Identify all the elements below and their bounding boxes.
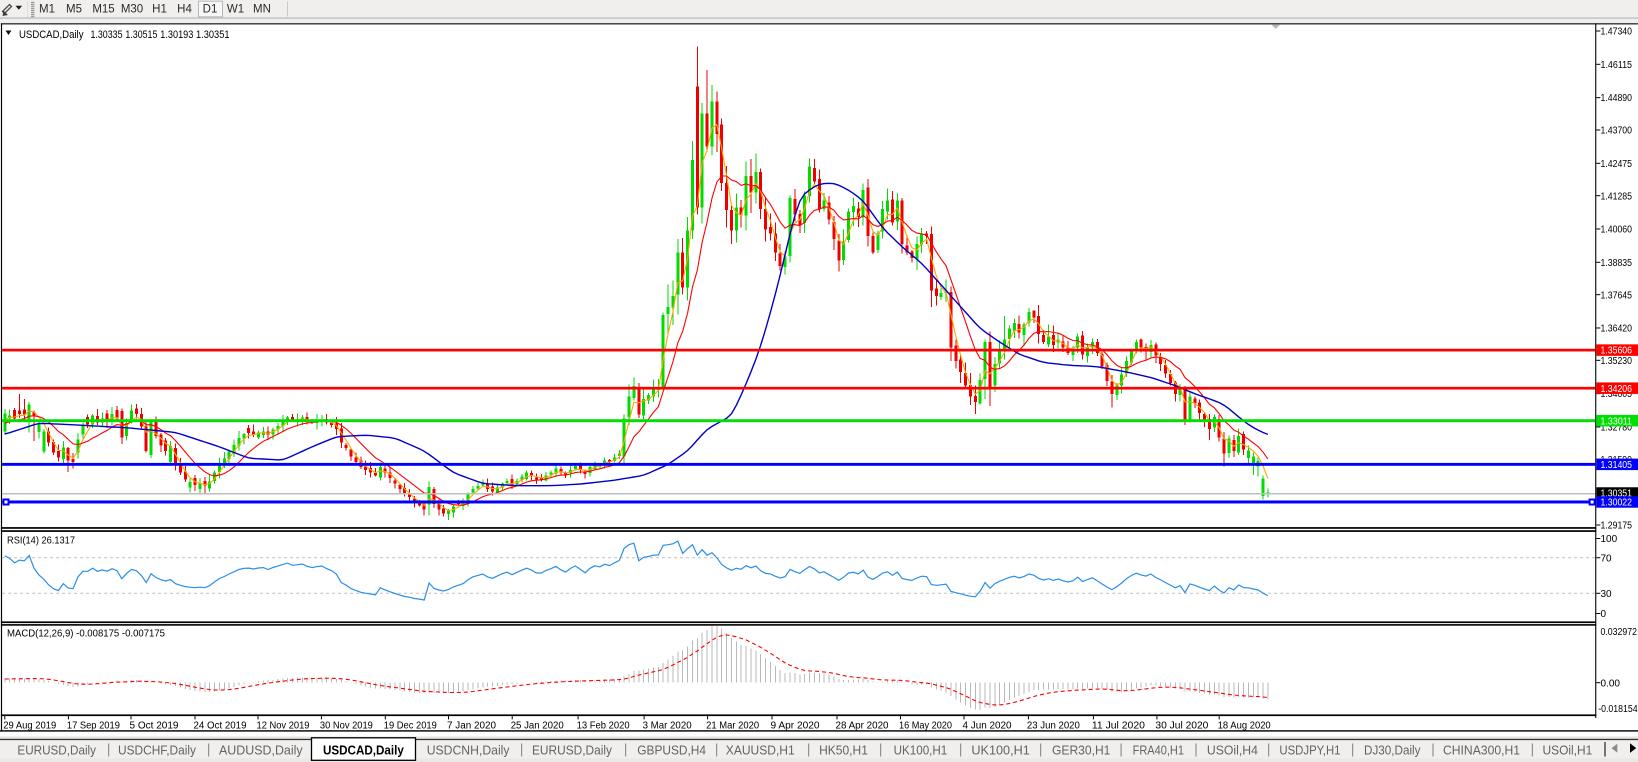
svg-text:1.42475: 1.42475: [1601, 159, 1633, 170]
svg-text:100: 100: [1601, 534, 1618, 545]
svg-text:1.30335: 1.30335: [91, 29, 123, 41]
svg-text:UK100,H1: UK100,H1: [894, 743, 948, 757]
svg-text:12 Nov 2019: 12 Nov 2019: [257, 720, 310, 731]
svg-text:21 Mar 2020: 21 Mar 2020: [706, 720, 759, 731]
svg-text:MACD(12,26,9) -0.008175 -0.007: MACD(12,26,9) -0.008175 -0.007175: [7, 628, 165, 640]
svg-text:7 Jan 2020: 7 Jan 2020: [447, 720, 496, 731]
svg-text:25 Jan 2020: 25 Jan 2020: [511, 720, 564, 731]
svg-text:24 Oct 2019: 24 Oct 2019: [194, 720, 247, 731]
svg-text:13 Feb 2020: 13 Feb 2020: [577, 720, 630, 731]
svg-text:1.44890: 1.44890: [1601, 93, 1633, 104]
svg-text:D1: D1: [203, 4, 218, 16]
svg-text:AUDUSD,Daily: AUDUSD,Daily: [219, 743, 303, 757]
svg-text:DJ30,Daily: DJ30,Daily: [1364, 743, 1421, 757]
svg-text:USDJPY,H1: USDJPY,H1: [1279, 743, 1340, 757]
svg-text:11 Jul 2020: 11 Jul 2020: [1092, 720, 1145, 731]
svg-text:19 Dec 2019: 19 Dec 2019: [384, 720, 437, 731]
svg-text:USDCAD,Daily: USDCAD,Daily: [19, 29, 84, 41]
svg-text:5 Oct 2019: 5 Oct 2019: [130, 720, 179, 731]
svg-text:1.34005: 1.34005: [1601, 389, 1633, 400]
svg-text:H4: H4: [177, 4, 192, 16]
svg-text:H1: H1: [152, 4, 167, 16]
svg-text:GBPUSD,H4: GBPUSD,H4: [637, 743, 706, 757]
svg-text:0: 0: [1601, 609, 1607, 620]
svg-text:30 Nov 2019: 30 Nov 2019: [320, 720, 373, 731]
svg-text:1.35230: 1.35230: [1601, 356, 1633, 367]
svg-text:0.00: 0.00: [1601, 678, 1621, 689]
svg-text:28 Apr 2020: 28 Apr 2020: [836, 720, 889, 731]
svg-text:4 Jun 2020: 4 Jun 2020: [963, 720, 1012, 731]
svg-text:1.46115: 1.46115: [1601, 60, 1633, 71]
svg-text:1.36420: 1.36420: [1601, 324, 1633, 335]
svg-text:30: 30: [1601, 589, 1613, 600]
svg-text:W1: W1: [227, 4, 244, 16]
svg-text:1.47340: 1.47340: [1601, 27, 1633, 38]
svg-text:USOil,H4: USOil,H4: [1207, 743, 1258, 757]
svg-text:MN: MN: [253, 4, 271, 16]
svg-text:1.35606: 1.35606: [1601, 346, 1633, 357]
svg-text:UK100,H1: UK100,H1: [971, 743, 1029, 757]
svg-text:EURUSD,Daily: EURUSD,Daily: [532, 743, 613, 757]
svg-text:USOil,H1: USOil,H1: [1543, 743, 1593, 757]
svg-text:M15: M15: [92, 4, 114, 16]
svg-text:1.29175: 1.29175: [1601, 521, 1633, 532]
svg-text:1.30351: 1.30351: [1601, 489, 1633, 500]
svg-text:16 May 2020: 16 May 2020: [899, 720, 952, 731]
svg-text:30 Jul 2020: 30 Jul 2020: [1155, 720, 1208, 731]
svg-text:FRA40,H1: FRA40,H1: [1133, 743, 1184, 757]
svg-text:29 Aug 2019: 29 Aug 2019: [3, 720, 56, 731]
svg-text:1.37645: 1.37645: [1601, 290, 1633, 301]
svg-text:XAUUSD,H1: XAUUSD,H1: [726, 743, 795, 757]
svg-text:1.34206: 1.34206: [1601, 384, 1633, 395]
svg-text:USDCNH,Daily: USDCNH,Daily: [427, 743, 511, 757]
svg-text:3 Mar 2020: 3 Mar 2020: [643, 720, 692, 731]
svg-text:1.38835: 1.38835: [1601, 258, 1633, 269]
svg-text:1.30022: 1.30022: [1601, 498, 1633, 509]
svg-text:M30: M30: [121, 4, 143, 16]
svg-text:1.30351: 1.30351: [196, 29, 230, 41]
svg-text:M1: M1: [39, 4, 55, 16]
svg-text:RSI(14) 26.1317: RSI(14) 26.1317: [7, 535, 75, 547]
svg-text:1.32780: 1.32780: [1601, 423, 1633, 434]
svg-text:GER30,H1: GER30,H1: [1052, 743, 1110, 757]
svg-text:USDCAD,Daily: USDCAD,Daily: [323, 743, 404, 757]
svg-text:1.41285: 1.41285: [1601, 191, 1633, 202]
svg-text:1.31405: 1.31405: [1601, 460, 1633, 471]
svg-text:9 Apr 2020: 9 Apr 2020: [771, 720, 820, 731]
svg-text:HK50,H1: HK50,H1: [819, 743, 868, 757]
svg-text:1.33011: 1.33011: [1601, 416, 1633, 427]
svg-text:70: 70: [1601, 553, 1613, 564]
svg-text:1.30193: 1.30193: [160, 29, 193, 41]
svg-text:23 Jun 2020: 23 Jun 2020: [1027, 720, 1080, 731]
svg-text:-0.018154: -0.018154: [1598, 704, 1638, 715]
svg-text:18 Aug 2020: 18 Aug 2020: [1218, 720, 1271, 731]
svg-text:0.032972: 0.032972: [1601, 627, 1638, 638]
svg-text:EURUSD,Daily: EURUSD,Daily: [17, 743, 96, 757]
svg-text:17 Sep 2019: 17 Sep 2019: [67, 720, 120, 731]
svg-text:1.43700: 1.43700: [1601, 126, 1633, 137]
svg-text:1.40060: 1.40060: [1601, 225, 1633, 236]
svg-text:CHINA300,H1: CHINA300,H1: [1443, 743, 1520, 757]
svg-text:USDCHF,Daily: USDCHF,Daily: [118, 743, 197, 757]
svg-text:1.30515: 1.30515: [125, 29, 157, 41]
svg-text:M5: M5: [66, 4, 82, 16]
